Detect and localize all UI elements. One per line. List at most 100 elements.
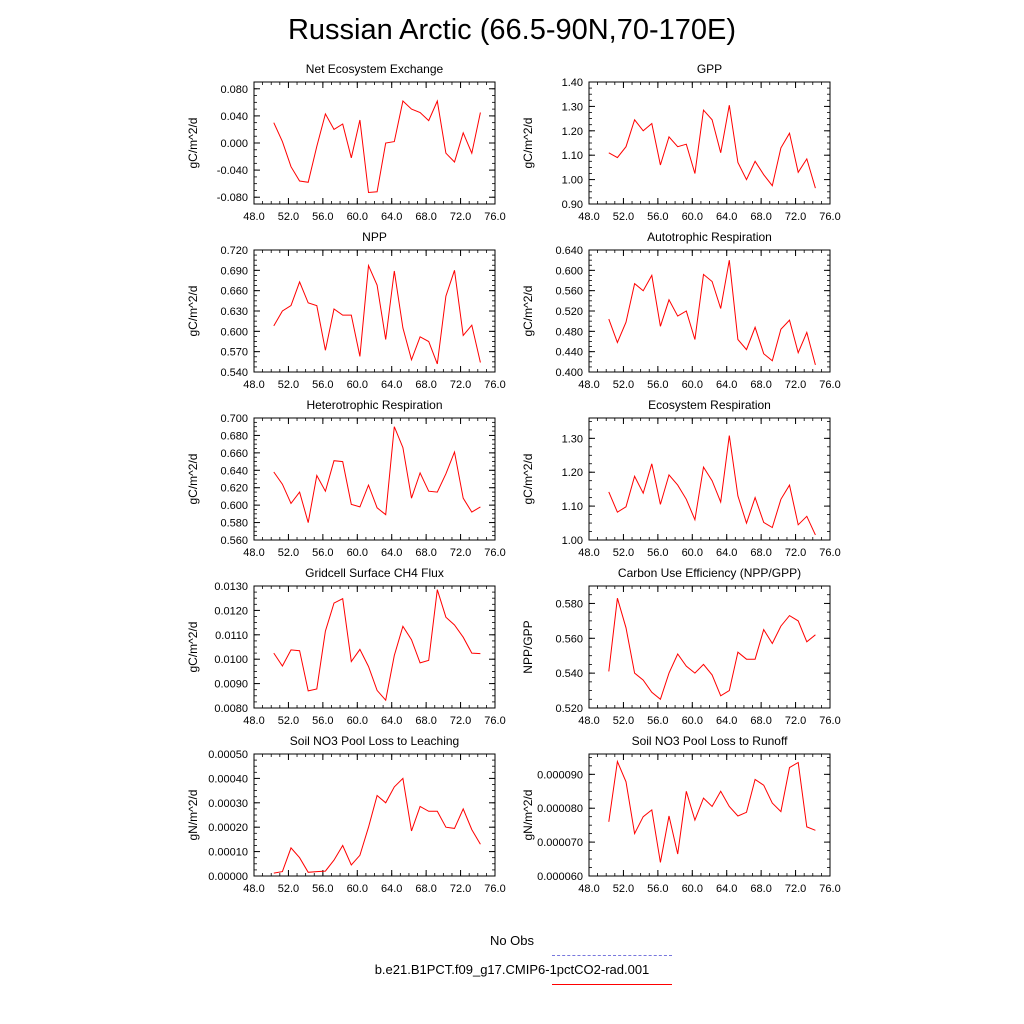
x-tick-label: 56.0 xyxy=(647,547,668,559)
series-line xyxy=(273,426,481,523)
x-tick-label: 72.0 xyxy=(785,883,806,895)
x-tick-label: 52.0 xyxy=(613,883,634,895)
y-tick-label: 0.080 xyxy=(220,84,248,96)
y-tick-label: 0.00050 xyxy=(208,749,248,761)
x-tick-label: 68.0 xyxy=(750,715,771,727)
y-tick-label: 0.480 xyxy=(555,326,583,338)
x-tick-label: 72.0 xyxy=(450,547,471,559)
legend-model-line xyxy=(552,984,672,985)
y-tick-label: 0.640 xyxy=(555,245,583,257)
y-tick-label: 0.620 xyxy=(220,483,248,495)
y-tick-label: 0.400 xyxy=(555,367,583,379)
y-tick-label: 1.30 xyxy=(562,433,583,445)
x-tick-label: 76.0 xyxy=(819,379,840,391)
y-tick-label: 0.600 xyxy=(220,326,248,338)
page-title: Russian Arctic (66.5-90N,70-170E) xyxy=(287,14,737,46)
x-tick-label: 64.0 xyxy=(716,715,737,727)
y-tick-label: 0.720 xyxy=(220,245,248,257)
y-axis-label: gC/m^2/d xyxy=(521,118,535,169)
y-axis-label: gC/m^2/d xyxy=(186,622,200,673)
y-tick-label: 0.520 xyxy=(555,703,583,715)
y-tick-label: 1.20 xyxy=(562,126,583,138)
x-tick-label: 56.0 xyxy=(312,379,333,391)
x-tick-label: 56.0 xyxy=(312,715,333,727)
y-tick-label: 0.570 xyxy=(220,347,248,359)
y-tick-label: 0.040 xyxy=(220,111,248,123)
y-tick-label: 0.0080 xyxy=(214,703,248,715)
x-tick-label: 76.0 xyxy=(484,547,505,559)
y-tick-label: 0.0120 xyxy=(214,605,248,617)
x-tick-label: 76.0 xyxy=(819,211,840,223)
x-tick-label: 72.0 xyxy=(450,883,471,895)
x-tick-label: 72.0 xyxy=(450,715,471,727)
y-tick-label: 0.0110 xyxy=(215,630,248,642)
series-line xyxy=(273,99,481,194)
y-tick-label: 0.600 xyxy=(555,265,583,277)
plot-title: Heterotrophic Respiration xyxy=(306,398,442,412)
plot-title: Soil NO3 Pool Loss to Runoff xyxy=(632,734,789,748)
x-tick-label: 64.0 xyxy=(381,715,402,727)
x-tick-label: 60.0 xyxy=(347,547,368,559)
y-tick-label: 0.700 xyxy=(220,413,248,425)
legend-model-label: b.e21.B1PCT.f09_g17.CMIP6-1pctCO2-rad.00… xyxy=(374,962,650,977)
series-line xyxy=(608,598,816,701)
y-tick-label: 0.540 xyxy=(555,668,583,680)
y-tick-label: 0.000 xyxy=(220,138,248,150)
x-tick-label: 68.0 xyxy=(415,883,436,895)
y-tick-label: 0.690 xyxy=(220,265,248,277)
plot-frame xyxy=(588,81,831,205)
y-tick-label: 0.640 xyxy=(220,465,248,477)
y-axis-label: gC/m^2/d xyxy=(521,286,535,337)
x-tick-label: 52.0 xyxy=(278,379,299,391)
x-tick-label: 68.0 xyxy=(750,379,771,391)
series-line xyxy=(608,435,816,536)
x-tick-label: 72.0 xyxy=(785,547,806,559)
series-line xyxy=(608,759,816,863)
y-tick-label: 1.10 xyxy=(562,150,583,162)
x-tick-label: 64.0 xyxy=(716,379,737,391)
x-tick-label: 48.0 xyxy=(243,547,264,559)
y-tick-label: 1.00 xyxy=(562,535,583,547)
y-tick-label: 0.00020 xyxy=(208,822,248,834)
y-tick-label: 0.440 xyxy=(555,347,583,359)
y-tick-label: 0.000070 xyxy=(537,837,583,849)
x-tick-label: 64.0 xyxy=(381,883,402,895)
x-tick-label: 68.0 xyxy=(415,211,436,223)
series-line xyxy=(273,589,481,702)
plot-frame xyxy=(253,753,496,877)
y-axis-label: gC/m^2/d xyxy=(521,454,535,505)
plot-frame xyxy=(588,417,831,541)
plot-frame xyxy=(588,249,831,373)
x-tick-label: 76.0 xyxy=(819,883,840,895)
x-tick-label: 48.0 xyxy=(243,715,264,727)
y-tick-label: 0.580 xyxy=(555,598,583,610)
series-line xyxy=(273,263,481,365)
plot-title: Ecosystem Respiration xyxy=(648,398,771,412)
y-tick-label: 0.00030 xyxy=(208,798,248,810)
x-tick-label: 72.0 xyxy=(785,715,806,727)
plot-frame xyxy=(253,81,496,205)
x-tick-label: 76.0 xyxy=(484,211,505,223)
plot-frame xyxy=(253,249,496,373)
x-tick-label: 76.0 xyxy=(484,883,505,895)
x-tick-label: 48.0 xyxy=(578,547,599,559)
y-tick-label: 0.00040 xyxy=(208,773,248,785)
x-tick-label: 72.0 xyxy=(450,211,471,223)
plot-title: GPP xyxy=(697,62,722,76)
y-tick-label: 0.580 xyxy=(220,518,248,530)
x-tick-label: 64.0 xyxy=(716,547,737,559)
y-axis-label: gN/m^2/d xyxy=(186,790,200,841)
x-tick-label: 48.0 xyxy=(243,379,264,391)
x-tick-label: 72.0 xyxy=(450,379,471,391)
y-axis-label: gN/m^2/d xyxy=(521,790,535,841)
y-tick-label: 0.600 xyxy=(220,500,248,512)
y-tick-label: 0.560 xyxy=(555,286,583,298)
x-tick-label: 72.0 xyxy=(785,379,806,391)
x-tick-label: 56.0 xyxy=(312,883,333,895)
y-tick-label: 0.00010 xyxy=(208,847,248,859)
x-tick-label: 68.0 xyxy=(415,715,436,727)
x-tick-label: 48.0 xyxy=(243,211,264,223)
y-tick-label: 0.000090 xyxy=(537,769,583,781)
y-tick-label: -0.040 xyxy=(217,165,248,177)
